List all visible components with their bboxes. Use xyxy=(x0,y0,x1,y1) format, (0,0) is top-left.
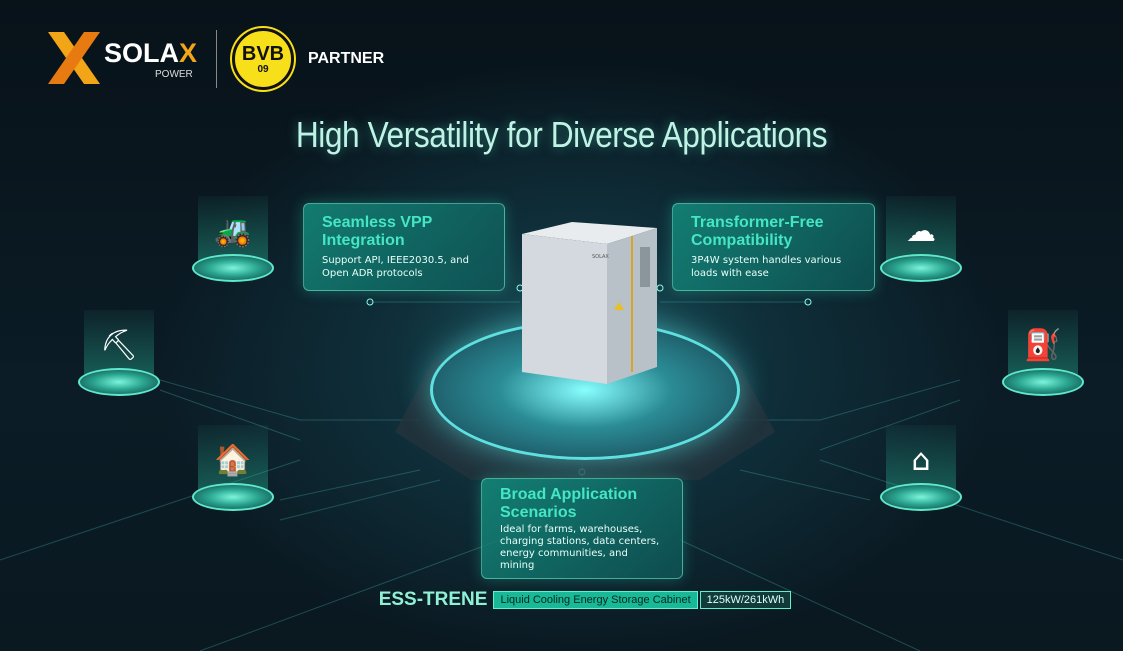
card-transformer-free: Transformer-Free Compatibility 3P4W syst… xyxy=(672,203,875,291)
card-title: Transformer-Free Compatibility xyxy=(691,214,824,249)
solax-x-logo xyxy=(48,32,100,84)
cloud-data-center-icon: ☁ xyxy=(906,214,936,249)
energy-community-house-icon: ⌂ xyxy=(911,443,931,478)
platform-warehouse: 🏠 xyxy=(192,425,274,515)
product-rating: 125kW/261kWh xyxy=(699,591,792,609)
card-title: Broad Application Scenarios xyxy=(500,486,638,521)
card-text: 3P4W system handles various loads with e… xyxy=(691,255,842,279)
product-name: ESS-TRENE xyxy=(378,589,488,610)
bvb-logo: BVB 09 xyxy=(232,28,294,90)
svg-text:SOLAX: SOLAX xyxy=(592,254,609,260)
product-footer: ESS-TRENE Liquid Cooling Energy Storage … xyxy=(0,589,1123,611)
warehouse-icon: 🏠 xyxy=(214,443,252,478)
platform-farm: 🚜 xyxy=(192,196,274,286)
brand-name: SOLAX xyxy=(104,38,198,68)
platform-mining: ⛏ xyxy=(78,310,160,400)
card-text: Support API, IEEE2030.5, and Open ADR pr… xyxy=(322,255,469,279)
brand-sub: POWER xyxy=(155,69,193,80)
farm-tractor-icon: 🚜 xyxy=(214,214,252,249)
platform-energy-community: ⌂ xyxy=(880,425,962,515)
ev-charging-station-icon: ⛽ xyxy=(1024,328,1062,363)
card-vpp-integration: Seamless VPP Integration Support API, IE… xyxy=(303,203,505,291)
partner-label: PARTNER xyxy=(308,50,385,67)
page-title: High Versatility for Diverse Application… xyxy=(295,114,828,155)
product-description: Liquid Cooling Energy Storage Cabinet xyxy=(493,591,698,609)
divider xyxy=(216,30,217,88)
mining-cart-icon: ⛏ xyxy=(99,328,139,363)
card-title: Seamless VPP Integration xyxy=(322,214,433,249)
energy-storage-cabinet: SOLAX xyxy=(522,222,657,384)
card-text: Ideal for farms, warehouses, charging st… xyxy=(500,524,660,571)
card-application-scenarios: Broad Application Scenarios Ideal for fa… xyxy=(481,478,683,579)
platform-charging: ⛽ xyxy=(1002,310,1084,400)
platform-data-center: ☁ xyxy=(880,196,962,286)
